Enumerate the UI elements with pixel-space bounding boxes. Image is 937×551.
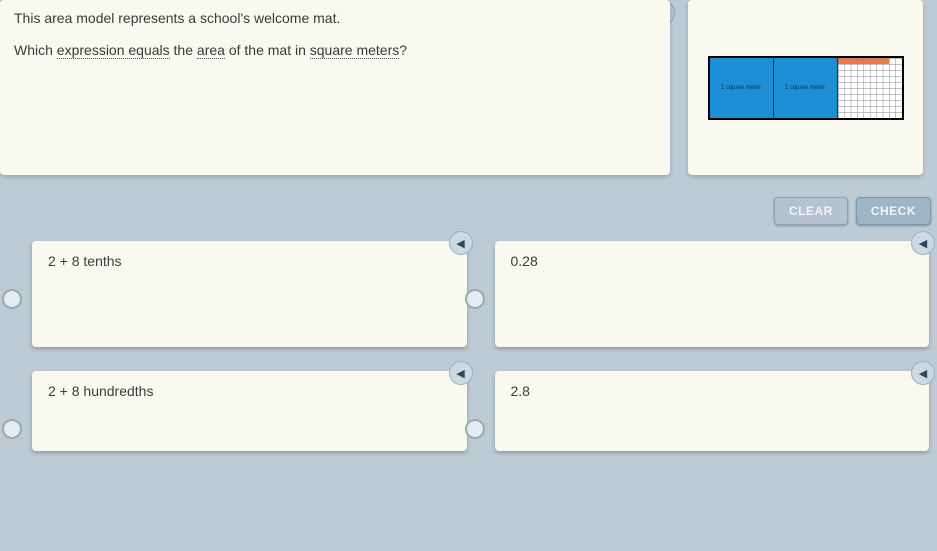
top-row: This area model represents a school's we…	[0, 0, 937, 175]
check-button[interactable]: CHECK	[856, 197, 931, 225]
answer-option-c: ◀ 2 + 8 hundredths	[32, 371, 467, 451]
answer-text-c: 2 + 8 hundredths	[48, 383, 153, 399]
question-card: This area model represents a school's we…	[0, 0, 670, 175]
audio-answer-d[interactable]: ◀	[911, 361, 935, 385]
action-row: CLEAR CHECK	[0, 175, 937, 237]
hundredths-grid	[838, 58, 902, 118]
area-model-card: 1 square meter 1 square meter	[688, 0, 923, 175]
q2-mid1: the	[170, 42, 197, 58]
speaker-icon: ◀	[919, 237, 927, 250]
vocab-expression-equals[interactable]: expression equals	[57, 42, 170, 59]
radio-b[interactable]	[465, 289, 485, 309]
q2-post: ?	[399, 42, 407, 58]
question-line-1: This area model represents a school's we…	[14, 10, 656, 26]
partial-unit	[838, 58, 902, 118]
radio-a[interactable]	[2, 289, 22, 309]
answer-card-a[interactable]: ◀ 2 + 8 tenths	[32, 241, 467, 347]
partial-fill	[838, 58, 889, 64]
answer-card-c[interactable]: ◀ 2 + 8 hundredths	[32, 371, 467, 451]
vocab-square-meters[interactable]: square meters	[310, 42, 399, 59]
clear-button[interactable]: CLEAR	[774, 197, 848, 225]
answer-option-b: ◀ 0.28	[495, 241, 930, 347]
vocab-area[interactable]: area	[197, 42, 225, 59]
area-model: 1 square meter 1 square meter	[708, 56, 904, 120]
question-line-2: Which expression equals the area of the …	[14, 42, 656, 58]
audio-answer-a[interactable]: ◀	[449, 231, 473, 255]
q2-mid2: of the mat in	[225, 42, 310, 58]
q2-pre: Which	[14, 42, 57, 58]
answer-option-a: ◀ 2 + 8 tenths	[32, 241, 467, 347]
speaker-icon: ◀	[919, 367, 927, 380]
answer-card-d[interactable]: ◀ 2.8	[495, 371, 930, 451]
answer-text-d: 2.8	[511, 383, 530, 399]
radio-c[interactable]	[2, 419, 22, 439]
radio-d[interactable]	[465, 419, 485, 439]
answer-text-b: 0.28	[511, 253, 538, 269]
unit-square-1: 1 square meter	[710, 58, 774, 118]
audio-answer-c[interactable]: ◀	[449, 361, 473, 385]
answer-card-b[interactable]: ◀ 0.28	[495, 241, 930, 347]
answers-grid: ◀ 2 + 8 tenths ◀ 0.28 ◀ 2 + 8 hundredths…	[0, 237, 937, 451]
speaker-icon: ◀	[456, 367, 464, 380]
audio-answer-b[interactable]: ◀	[911, 231, 935, 255]
unit-square-2: 1 square meter	[774, 58, 838, 118]
answer-text-a: 2 + 8 tenths	[48, 253, 122, 269]
answer-option-d: ◀ 2.8	[495, 371, 930, 451]
speaker-icon: ◀	[456, 237, 464, 250]
